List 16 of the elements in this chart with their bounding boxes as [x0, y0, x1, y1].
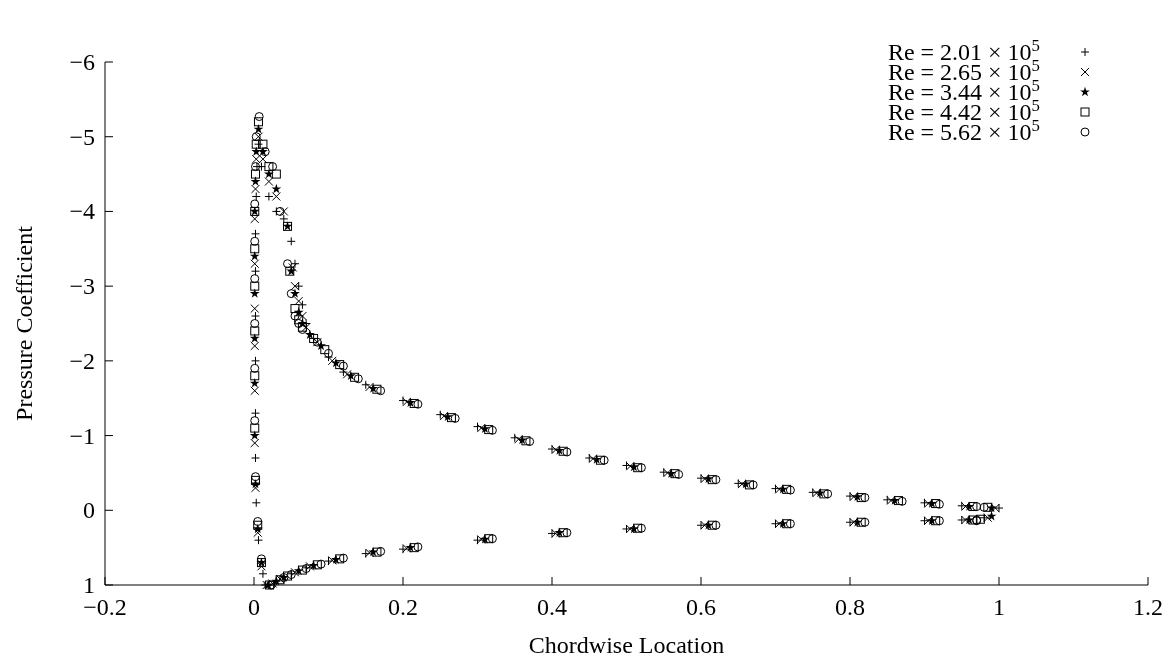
x-tick-label: 0.4 — [537, 594, 567, 620]
x-tick-label: 1.2 — [1133, 594, 1163, 620]
y-tick-label: −4 — [69, 198, 95, 225]
x-axis-title: Chordwise Location — [528, 632, 725, 658]
y-axis-title: Pressure Coefficient — [11, 225, 37, 421]
x-tick-label: 0.2 — [388, 594, 418, 620]
x-tick-label: 0.6 — [686, 594, 716, 620]
y-tick-label: −3 — [69, 273, 95, 300]
y-tick-label: 0 — [83, 497, 95, 524]
y-tick-label: −5 — [69, 123, 95, 150]
y-tick-label: −1 — [69, 422, 95, 449]
y-tick-label: −2 — [69, 347, 95, 374]
x-tick-label: 1 — [993, 594, 1005, 620]
x-tick-label: 0 — [248, 594, 260, 620]
y-tick-label: −6 — [69, 49, 95, 75]
x-tick-label: 0.8 — [835, 594, 865, 620]
